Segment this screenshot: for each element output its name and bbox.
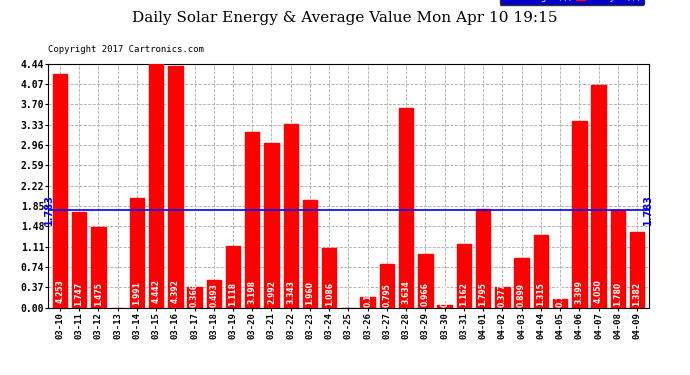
Bar (91, 226, 106, 308)
Bar (630, 232, 644, 308)
Text: 4.442: 4.442 (152, 279, 161, 303)
Bar (457, 244, 471, 308)
Bar (399, 108, 413, 308)
Bar (322, 248, 337, 308)
Text: Daily Solar Energy & Average Value Mon Apr 10 19:15: Daily Solar Energy & Average Value Mon A… (132, 11, 558, 25)
Text: 0.186: 0.186 (363, 283, 372, 307)
Bar (611, 210, 625, 308)
Bar (437, 305, 452, 308)
Text: 3.198: 3.198 (248, 280, 257, 304)
Bar (226, 246, 240, 308)
Text: 4.253: 4.253 (55, 279, 64, 303)
Text: 1.795: 1.795 (479, 282, 488, 306)
Bar (380, 264, 394, 308)
Text: 1.960: 1.960 (306, 282, 315, 305)
Bar (572, 121, 586, 308)
Text: 1.118: 1.118 (228, 282, 237, 306)
Bar (553, 299, 567, 307)
Text: 1.783: 1.783 (642, 194, 653, 225)
Bar (476, 209, 491, 308)
Text: 0.899: 0.899 (517, 282, 526, 306)
Bar (515, 258, 529, 308)
Bar (495, 287, 510, 308)
Legend: Average ($), Daily  ($): Average ($), Daily ($) (500, 0, 644, 4)
Text: 0.156: 0.156 (555, 284, 564, 308)
Bar (303, 200, 317, 308)
Text: 4.050: 4.050 (594, 279, 603, 303)
Text: 0.795: 0.795 (382, 283, 391, 307)
Text: 1.086: 1.086 (325, 282, 334, 306)
Bar (168, 66, 182, 308)
Text: 2.992: 2.992 (267, 280, 276, 304)
Bar (187, 287, 201, 308)
Text: 0.366: 0.366 (190, 283, 199, 307)
Text: 0.493: 0.493 (209, 283, 218, 307)
Text: 1.747: 1.747 (75, 282, 83, 306)
Text: Copyright 2017 Cartronics.com: Copyright 2017 Cartronics.com (48, 45, 204, 54)
Bar (264, 143, 279, 308)
Bar (591, 85, 606, 308)
Text: 3.399: 3.399 (575, 280, 584, 304)
Text: 1.162: 1.162 (460, 282, 469, 306)
Bar (360, 297, 375, 307)
Bar (284, 124, 298, 308)
Text: 3.343: 3.343 (286, 280, 295, 304)
Bar (130, 198, 144, 308)
Text: 1.991: 1.991 (132, 282, 141, 305)
Bar (52, 74, 67, 308)
Text: 3.634: 3.634 (402, 280, 411, 303)
Text: 1.475: 1.475 (94, 282, 103, 306)
Text: 1.382: 1.382 (633, 282, 642, 306)
Bar (206, 280, 221, 308)
Bar (418, 255, 433, 308)
Text: 0.038: 0.038 (440, 283, 449, 307)
Text: 1.780: 1.780 (613, 281, 622, 306)
Text: 4.392: 4.392 (171, 279, 180, 303)
Text: 0.377: 0.377 (498, 283, 507, 307)
Bar (72, 211, 86, 308)
Bar (533, 235, 548, 308)
Bar (245, 132, 259, 308)
Bar (149, 64, 164, 308)
Text: 1.783: 1.783 (44, 194, 55, 225)
Text: 0.966: 0.966 (421, 283, 430, 306)
Text: 1.315: 1.315 (536, 282, 545, 306)
